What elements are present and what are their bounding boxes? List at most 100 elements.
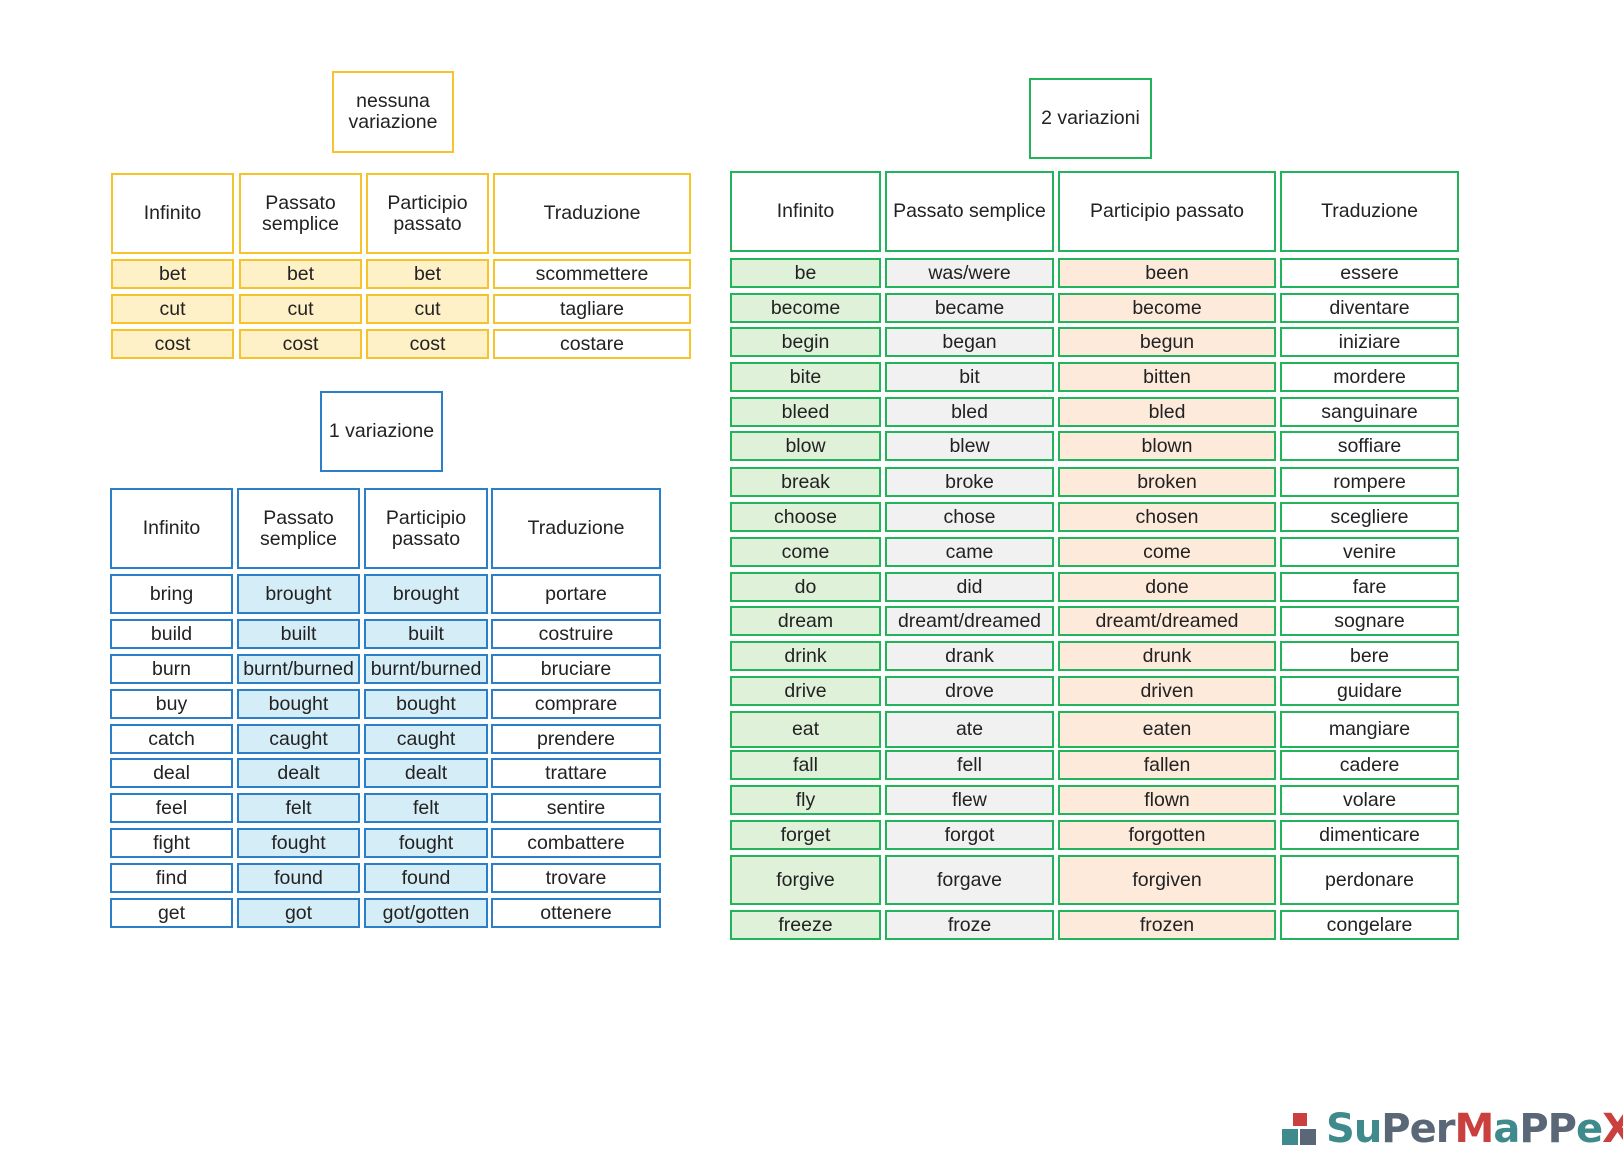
no-variation-table-cell: cost — [239, 329, 362, 359]
two-variations-table-cell: bit — [885, 362, 1054, 392]
no-variation-table-cell: bet — [366, 259, 489, 289]
one-variation-table-cell: caught — [237, 724, 360, 754]
one-variation-table-cell: find — [110, 863, 233, 893]
two-variations-table-cell: blown — [1058, 431, 1276, 461]
two-variations-table-cell: forgiven — [1058, 855, 1276, 905]
one-variation-table-cell: comprare — [491, 689, 661, 719]
one-variation-table-cell: built — [364, 619, 488, 649]
one-variation-table-cell: costruire — [491, 619, 661, 649]
one-variation-header-cell: Traduzione — [491, 488, 661, 569]
one-variation-table-cell: combattere — [491, 828, 661, 858]
one-variation-table-cell: found — [237, 863, 360, 893]
logo-text: SuPerMaPPeX — [1326, 1106, 1623, 1152]
two-variations-table-cell: become — [1058, 293, 1276, 323]
two-variations-table-cell: cadere — [1280, 750, 1459, 780]
one-variation-table-cell: bought — [364, 689, 488, 719]
two-variations-table-cell: dreamt/dreamed — [885, 606, 1054, 636]
two-variations-table-cell: blow — [730, 431, 881, 461]
two-variations-table-cell: scegliere — [1280, 502, 1459, 532]
two-variations-table-cell: sognare — [1280, 606, 1459, 636]
logo-mark-icon — [1282, 1111, 1318, 1147]
two-variations-table-cell: came — [885, 537, 1054, 567]
two-variations-table-cell: soffiare — [1280, 431, 1459, 461]
two-variations-table-cell: froze — [885, 910, 1054, 940]
one-variation-table-cell: fought — [237, 828, 360, 858]
two-variations-table-cell: essere — [1280, 258, 1459, 288]
two-variations-table-cell: driven — [1058, 676, 1276, 706]
two-variations-table-cell: bere — [1280, 641, 1459, 671]
two-variations-table-cell: mangiare — [1280, 711, 1459, 748]
one-variation-table-cell: felt — [364, 793, 488, 823]
two-variations-table-cell: dimenticare — [1280, 820, 1459, 850]
one-variation-table-cell: trattare — [491, 758, 661, 788]
one-variation-table-cell: deal — [110, 758, 233, 788]
two-variations-table-cell: become — [730, 293, 881, 323]
one-variation-table-cell: ottenere — [491, 898, 661, 928]
one-variation-table-cell: feel — [110, 793, 233, 823]
two-variations-table-cell: drive — [730, 676, 881, 706]
two-variations-table-cell: bled — [885, 397, 1054, 427]
two-variations-table-cell: blew — [885, 431, 1054, 461]
two-variations-table-cell: bitten — [1058, 362, 1276, 392]
two-variations-table-cell: guidare — [1280, 676, 1459, 706]
two-variations-table-cell: drunk — [1058, 641, 1276, 671]
two-variations-title: 2 variazioni — [1029, 78, 1152, 159]
no-variation-table-cell: bet — [111, 259, 234, 289]
two-variations-table-cell: drink — [730, 641, 881, 671]
two-variations-table-cell: eaten — [1058, 711, 1276, 748]
two-variations-table-cell: sanguinare — [1280, 397, 1459, 427]
two-variations-table-cell: frozen — [1058, 910, 1276, 940]
two-variations-table-cell: been — [1058, 258, 1276, 288]
two-variations-table-cell: done — [1058, 572, 1276, 602]
two-variations-table-cell: dream — [730, 606, 881, 636]
two-variations-table-cell: do — [730, 572, 881, 602]
no-variation-table-cell: cost — [111, 329, 234, 359]
one-variation-table-cell: build — [110, 619, 233, 649]
two-variations-table-cell: flew — [885, 785, 1054, 815]
two-variations-table-cell: begin — [730, 327, 881, 357]
two-variations-table-cell: rompere — [1280, 467, 1459, 497]
no-variation-table-cell: cut — [366, 294, 489, 324]
one-variation-table-cell: portare — [491, 574, 661, 614]
one-variation-table-cell: bring — [110, 574, 233, 614]
two-variations-table-cell: became — [885, 293, 1054, 323]
no-variation-table-cell: tagliare — [493, 294, 691, 324]
one-variation-table-cell: built — [237, 619, 360, 649]
one-variation-table-cell: catch — [110, 724, 233, 754]
one-variation-header-cell: Participio passato — [364, 488, 488, 569]
two-variations-table-cell: iniziare — [1280, 327, 1459, 357]
two-variations-table-cell: fly — [730, 785, 881, 815]
two-variations-table-cell: break — [730, 467, 881, 497]
two-variations-header-cell: Participio passato — [1058, 171, 1276, 252]
two-variations-table-cell: drove — [885, 676, 1054, 706]
one-variation-table-cell: burn — [110, 654, 233, 684]
two-variations-table-cell: choose — [730, 502, 881, 532]
two-variations-table-cell: congelare — [1280, 910, 1459, 940]
two-variations-table-cell: dreamt/dreamed — [1058, 606, 1276, 636]
one-variation-table-cell: bruciare — [491, 654, 661, 684]
one-variation-table-cell: dealt — [237, 758, 360, 788]
two-variations-table-cell: bled — [1058, 397, 1276, 427]
no-variation-table-cell: cut — [239, 294, 362, 324]
two-variations-table-cell: broke — [885, 467, 1054, 497]
two-variations-table-cell: broken — [1058, 467, 1276, 497]
no-variation-header-cell: Participio passato — [366, 173, 489, 254]
no-variation-table-cell: cut — [111, 294, 234, 324]
one-variation-header-cell: Passato semplice — [237, 488, 360, 569]
two-variations-table-cell: forgotten — [1058, 820, 1276, 850]
no-variation-header-cell: Traduzione — [493, 173, 691, 254]
two-variations-table-cell: was/were — [885, 258, 1054, 288]
one-variation-table-cell: felt — [237, 793, 360, 823]
one-variation-table-cell: trovare — [491, 863, 661, 893]
two-variations-table-cell: ate — [885, 711, 1054, 748]
two-variations-header-cell: Traduzione — [1280, 171, 1459, 252]
two-variations-header-cell: Infinito — [730, 171, 881, 252]
two-variations-table-cell: begun — [1058, 327, 1276, 357]
no-variation-table-cell: cost — [366, 329, 489, 359]
two-variations-table-cell: be — [730, 258, 881, 288]
no-variation-table-cell: costare — [493, 329, 691, 359]
supermappex-logo: SuPerMaPPeX — [1282, 1104, 1623, 1154]
no-variation-header-cell: Passato semplice — [239, 173, 362, 254]
two-variations-table-cell: did — [885, 572, 1054, 602]
two-variations-table-cell: fallen — [1058, 750, 1276, 780]
